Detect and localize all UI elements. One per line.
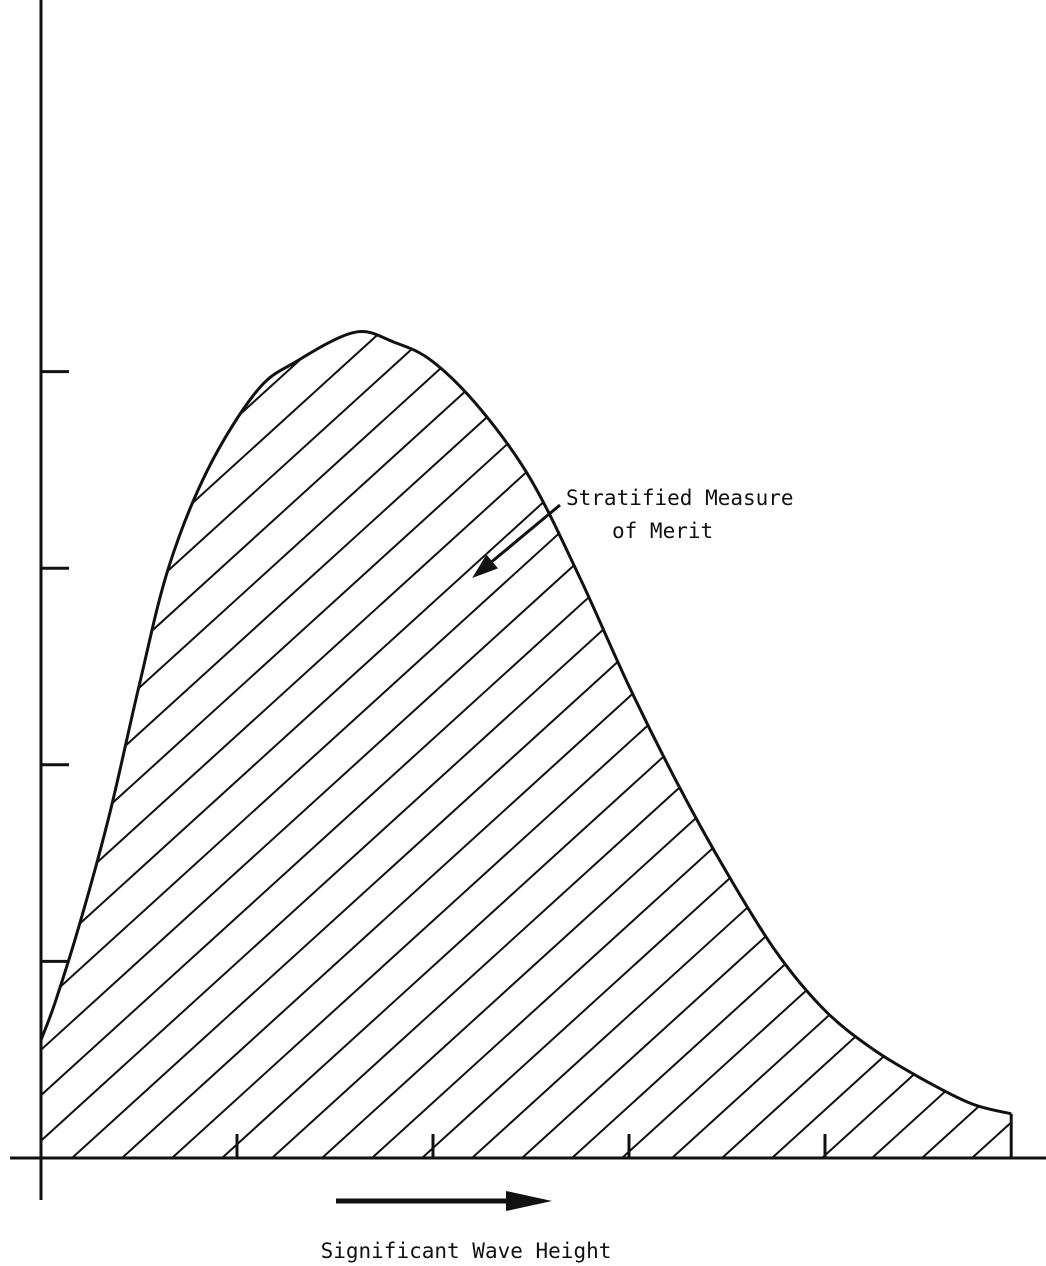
hatch-line-42 xyxy=(749,331,1012,1158)
hatch-line-45 xyxy=(899,331,1012,1158)
hatch-line-34 xyxy=(349,331,1012,1158)
hatch-line-14 xyxy=(41,331,451,1158)
hatch-line-32 xyxy=(249,331,1012,1158)
hatch-line-12 xyxy=(41,331,351,1158)
hatch-line-27 xyxy=(41,331,1012,1158)
hatch-line-10 xyxy=(41,331,251,1158)
hatch-line-16 xyxy=(41,331,551,1158)
x-axis-label: Significant Wave Height xyxy=(321,1239,612,1263)
hatch-line-44 xyxy=(849,331,1012,1158)
annotation-line-1: Stratified Measure xyxy=(566,486,794,510)
hatch-line-40 xyxy=(649,331,1012,1158)
hatch-line-37 xyxy=(499,331,1012,1158)
hatch-line-7 xyxy=(41,331,101,1158)
hatch-line-8 xyxy=(41,331,151,1158)
hatch-line-24 xyxy=(41,331,951,1158)
direction-arrow-head xyxy=(506,1191,552,1211)
y-axis-ticks xyxy=(41,370,69,963)
hatch-line-47 xyxy=(999,331,1012,1158)
annotation-arrow-head xyxy=(472,554,498,579)
hatch-line-26 xyxy=(41,331,1012,1158)
hatch-line-46 xyxy=(949,331,1012,1158)
hatch-line-18 xyxy=(41,331,651,1158)
hatch-line-20 xyxy=(41,331,751,1158)
series-curve xyxy=(39,330,1012,1116)
annotation-arrow-line xyxy=(483,503,561,570)
hatch-line-30 xyxy=(149,331,1012,1158)
hatch-line-39 xyxy=(599,331,1012,1158)
hatch-line-38 xyxy=(549,331,1012,1158)
x-axis-ticks xyxy=(235,1134,827,1158)
hatched-area xyxy=(41,331,1012,1158)
hatch-line-22 xyxy=(41,331,851,1158)
hatch-line-33 xyxy=(299,331,1012,1158)
hatch-line-36 xyxy=(449,331,1012,1158)
hatch-line-43 xyxy=(799,331,1012,1158)
hatch-line-41 xyxy=(699,331,1012,1158)
hatch-line-29 xyxy=(99,331,1012,1158)
hatch-line-31 xyxy=(199,331,1012,1158)
hatch-line-9 xyxy=(41,331,201,1158)
hatch-line-35 xyxy=(399,331,1012,1158)
annotation-line-2: of Merit xyxy=(612,519,713,543)
